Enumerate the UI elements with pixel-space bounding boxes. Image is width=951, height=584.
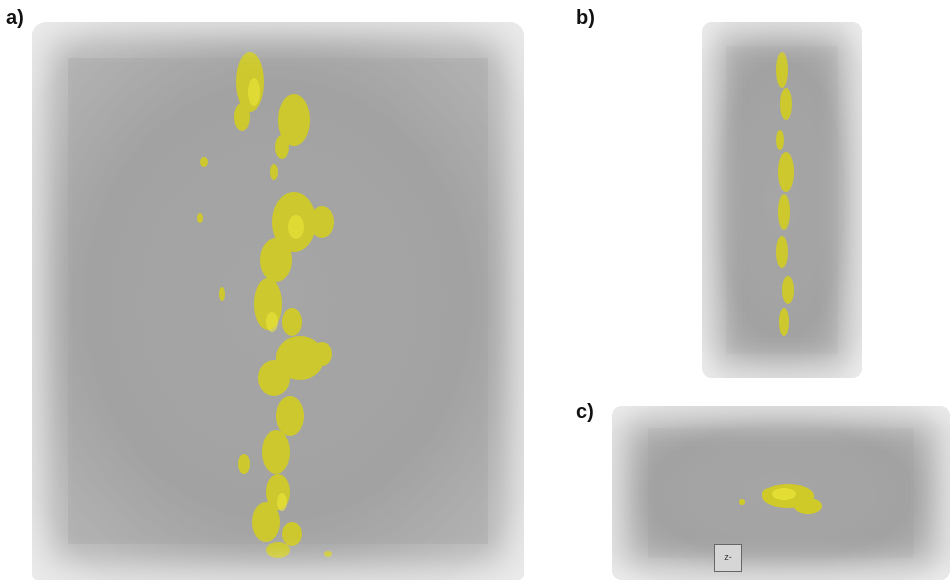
volume-render-a [32, 22, 524, 580]
volume-render-c [612, 406, 950, 580]
yellow-feature-b [776, 52, 794, 336]
volume-render-b [702, 22, 862, 378]
yellow-feature-a [197, 52, 334, 558]
panel-label-c: c) [576, 401, 594, 423]
panel-label-b: b) [576, 7, 595, 29]
yellow-feature-c [739, 484, 822, 514]
axis-indicator-icon: z- [714, 544, 742, 572]
panel-label-a: a) [6, 7, 24, 29]
